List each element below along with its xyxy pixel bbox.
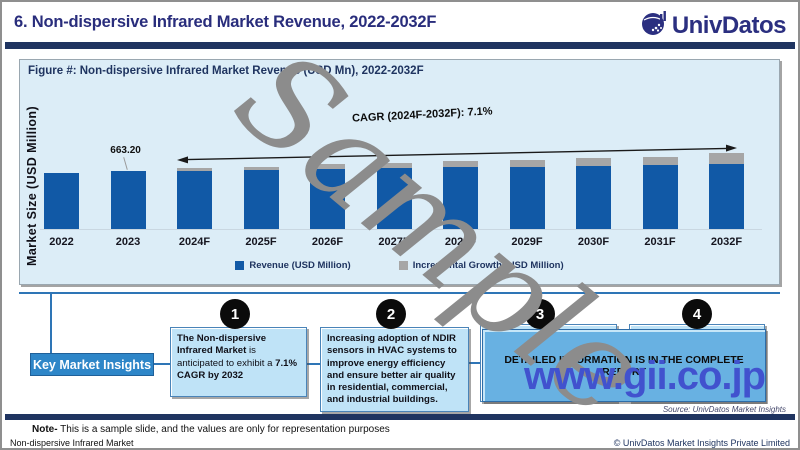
x-axis-tick-label: 2022 [49,236,74,248]
revenue-segment [376,168,412,229]
bar-chart: 2022 663.20 2023 2024F 2025F 2026F 2027F 2028F 2… [44,60,744,250]
step-circle-1: 1 [220,299,250,329]
bar-column-2029F: 2029F [509,60,545,250]
brand-name: UnivDatos [671,11,787,39]
bar-column-2027F: 2027F [376,60,412,250]
bar-column-2023: 663.20 2023 [110,60,146,250]
revenue-segment [110,171,146,229]
incremental-growth-segment [310,164,345,170]
incremental-growth-segment [709,153,744,164]
revenue-segment [642,164,678,229]
connector-kmi-box1 [154,363,170,365]
revenue-segment [243,170,279,229]
bar-column-2031F: 2031F [642,60,678,250]
revenue-segment [310,169,345,229]
incremental-growth-segment [443,161,478,168]
footer-report-name: Non-dispersive Infrared Market [10,438,134,448]
page-title: 6. Non-dispersive Infrared Market Revenu… [14,13,437,31]
x-axis-tick-label: 2029F [511,236,543,248]
revenue-segment [509,166,545,229]
bar-column-2025F: 2025F [243,60,279,250]
x-axis-tick-label: 2032F [710,236,743,248]
x-axis-tick-label: 2024F [178,236,211,248]
incremental-growth-segment [509,159,545,167]
legend-item-incremental: Incremental Growth (USD Million) [398,260,564,271]
source-note: Source: UnivDatos Market Insights [662,405,786,414]
chart-panel: Figure #: Non-dispersive Infrared Market… [19,59,780,285]
incremental-growth-segment [376,162,412,168]
figure-title: Figure #: Non-dispersive Infrared Market… [28,65,424,77]
revenue-swatch-icon [235,261,245,270]
note-prefix: Note- [32,424,58,435]
bar-column-2026F: 2026F [310,60,345,250]
legend-label: Incremental Growth (USD Million) [412,260,564,271]
x-axis-tick-label: 2025F [245,236,277,248]
bar-column-2032F: 2032F [709,60,744,250]
detailed-information-banner: DETAILED INFORMATION IS IN THE COMPLETE … [482,329,766,402]
x-axis-tick-label: 2027F [378,236,410,248]
y-axis-label: Market Size (USD Million) [25,105,39,266]
sample-note: Note- This is a sample slide, and the va… [32,424,390,435]
revenue-segment [44,173,79,229]
univdatos-logo: UnivDatos [640,8,787,43]
insight-box-2: Increasing adoption of NDIR sensors in H… [320,327,469,412]
revenue-segment [443,167,478,229]
bar-column-2028F: 2028F [443,60,478,250]
revenue-segment [177,170,212,229]
label-leader-line [123,157,128,170]
bar-column-2022: 2022 [44,60,79,250]
x-axis-tick-label: 2023 [115,236,141,248]
bar-column-2030F: 2030F [576,60,611,250]
x-axis-tick-label: 2028F [444,236,477,248]
x-axis-tick-label: 2030F [577,236,610,248]
insight-1-segment: The Non-dispersive Infrared Market [177,333,267,357]
incremental-growth-segment [576,158,611,166]
bar-column-2024F: 2024F [177,60,212,250]
step-circle-3: 3 [525,299,555,329]
connector-box1-box2 [307,363,320,365]
incremental-swatch-icon [398,261,408,270]
key-market-insights-label: Key Market Insights [30,353,154,376]
connector-top-line [19,292,780,294]
gii-site-watermark: www.gii.co.jp [524,354,766,398]
revenue-segment [576,165,611,229]
x-axis-tick-label: 2031F [644,236,676,248]
connector-vertical-line [50,292,52,354]
insight-1-segment: is anticipated to exhibit a [177,345,276,369]
header-divider-bar [5,42,795,49]
note-text: This is a sample slide, and the values a… [57,424,390,435]
incremental-growth-segment [243,166,279,171]
incremental-growth-segment [177,167,212,171]
step-circle-2: 2 [376,299,406,329]
bar-value-label: 663.20 [110,144,141,156]
step-circle-4: 4 [682,299,712,329]
globe-icon [640,8,668,43]
footer-divider-bar [5,414,795,420]
connector-box2-banner [469,362,482,364]
legend-item-revenue: Revenue (USD Million) [235,260,351,271]
footer-copyright: © UnivDatos Market Insights Private Limi… [613,438,790,448]
x-axis-line [40,229,762,230]
insight-box-1: The Non-dispersive Infrared Market is an… [170,327,307,397]
chart-legend: Revenue (USD Million) Incremental Growth… [20,260,779,271]
revenue-segment [709,164,744,229]
legend-label: Revenue (USD Million) [249,260,351,271]
incremental-growth-segment [642,156,678,165]
insight-1-segment: 7.1% CAGR by 2032 [177,357,298,381]
x-axis-tick-label: 2026F [311,236,344,248]
